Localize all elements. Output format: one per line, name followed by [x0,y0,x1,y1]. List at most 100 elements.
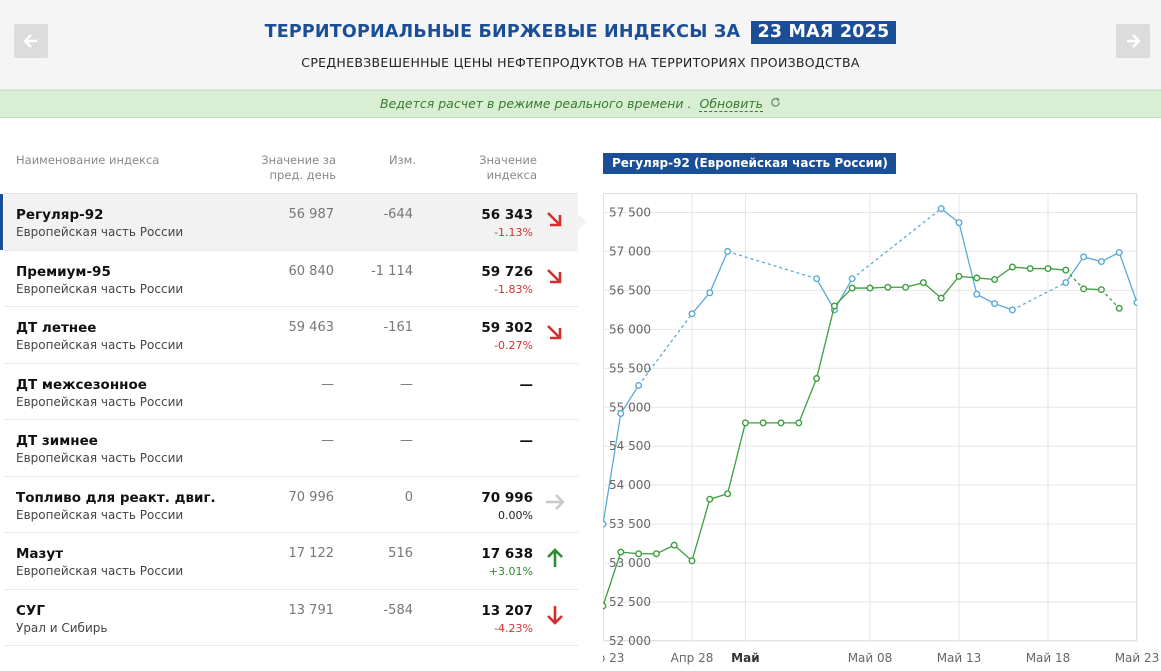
index-prev-value: 13 791 [288,602,335,618]
y-tick-label: 56 000 [609,322,651,336]
page-title: ТЕРРИТОРИАЛЬНЫЕ БИРЖЕВЫЕ ИНДЕКСЫ ЗА 23 М… [0,21,1161,44]
price-chart[interactable]: 52 000 52 500 53 000 53 500 54 000 54 500 55 0… [582,193,1161,671]
y-tick-label: 57 000 [609,244,651,258]
col-header-value: Значение индекса [479,153,537,182]
series-green-point [759,419,767,427]
index-change: -644 [383,207,413,222]
x-tick-label: Апр 23 [603,651,624,665]
refresh-icon[interactable] [770,96,781,111]
index-region: Европейская часть России [16,281,184,296]
series-blue-line-segment [709,251,729,293]
series-blue-point [991,300,999,308]
series-green-point [991,275,999,283]
index-change-percent: -1.83% [494,282,533,296]
index-value: — [519,433,534,449]
index-name: Топливо для реакт. двиг. [16,489,216,506]
index-name: Премиум-95 [16,263,111,280]
series-green-line-segment [673,544,693,562]
table-row[interactable]: ДТ межсезонное Европейская часть России — —… [4,364,578,420]
series-blue-point [1097,258,1105,266]
series-green-line-segment [726,422,747,494]
index-name: ДТ зимнее [16,433,98,449]
series-blue-line-segment [958,222,978,295]
index-change: -584 [383,602,413,618]
index-prev-value: 59 463 [288,320,335,335]
series-green-point [1044,265,1052,273]
page-header: ТЕРРИТОРИАЛЬНЫЕ БИРЖЕВЫЕ ИНДЕКСЫ ЗА 23 М… [0,0,1161,90]
y-tick-label: 55 000 [609,400,651,414]
table-row[interactable]: СУГ Урал и Сибирь 13 791 -584 13 207 -4.23% [4,590,578,646]
refresh-link[interactable]: Обновить [699,96,763,112]
index-change-percent: 0.00% [498,508,533,522]
chart-title: Регуляр-92 (Европейская часть России) [603,153,896,174]
series-green-point [1097,286,1105,294]
indices-table: Наименование индекса Значение за пред. д… [0,141,586,646]
index-prev-value: 17 122 [288,546,335,561]
table-row[interactable]: Топливо для реакт. двиг. Европейская част… [4,477,578,533]
x-tick-label: Май 13 [937,651,982,665]
series-green-point [741,419,749,427]
series-green-line-segment [1100,289,1120,309]
table-row[interactable]: Премиум-95 Европейская часть России 60 840… [4,251,578,307]
index-region: Европейская часть России [16,451,184,465]
series-green-point [688,557,696,565]
series-green-point [902,283,910,291]
index-change-percent: -4.23% [494,621,533,635]
status-text: Ведется расчет в режиме реального времен… [380,96,692,111]
y-tick-label: 54 000 [609,478,651,492]
y-tick-label: 56 500 [609,283,651,297]
table-row[interactable]: ДТ зимнее Европейская часть России — — — [4,420,578,477]
index-value: 17 638 [481,546,533,562]
series-blue-point [1062,279,1070,287]
price-chart-svg: 52 000 52 500 53 000 53 500 54 000 54 500 55 0… [582,193,1159,665]
index-prev-value: 56 987 [288,207,335,222]
index-value: 70 996 [481,489,533,506]
series-blue-line-segment [638,313,693,386]
arrow-right-icon [1127,34,1141,48]
col-header-change: Изм. [388,153,416,167]
index-change: — [400,433,413,448]
series-green-point [919,279,927,287]
series-blue-point [813,275,821,283]
series-green-point [617,548,625,556]
series-green-point [1115,304,1123,312]
index-prev-value: 70 996 [288,489,335,505]
y-tick-label: 57 500 [609,205,651,219]
index-change: 516 [388,546,413,561]
title-date-badge: 23 МАЯ 2025 [750,21,897,44]
x-tick-label: Апр 28 [671,651,714,665]
x-tick-label: Май 18 [1026,651,1071,665]
series-green-point [1062,266,1070,274]
next-date-button[interactable] [1116,24,1150,58]
y-tick-label: 53 500 [609,517,651,531]
index-region: Европейская часть России [16,564,184,578]
series-blue-line-segment [691,292,711,315]
col-header-name: Наименование индекса [16,153,160,167]
series-blue-point [688,310,696,318]
table-row[interactable]: Регуляр-92 Европейская часть России 56 987… [0,194,586,251]
prev-date-button[interactable] [14,24,48,58]
page-title-text: ТЕРРИТОРИАЛЬНЫЕ БИРЖЕВЫЕ ИНДЕКСЫ ЗА [264,22,741,42]
series-green-point [635,550,643,558]
series-green-line-segment [940,275,960,299]
index-value: 59 302 [481,320,533,336]
table-row[interactable]: Мазут Европейская часть России 17 122 516 17… [4,533,578,590]
col-header-prev: Значение за пред. день [261,153,336,182]
index-region: Европейская часть России [16,394,184,409]
arrow-down-icon [544,604,566,626]
series-green-point [955,272,963,280]
series-green-point [724,490,732,498]
series-blue-line-segment [620,385,640,414]
series-green-line-segment [815,305,836,379]
table-row[interactable]: ДТ летнее Европейская часть России 59 463 -… [4,307,578,364]
index-prev-value: — [321,433,334,448]
arrow-down-right-icon [544,321,566,343]
index-name: Регуляр-92 [16,207,104,223]
series-blue-point [603,520,607,528]
index-value: 59 726 [481,263,533,280]
arrow-right-icon [544,491,566,513]
page-subtitle: СРЕДНЕВЗВЕШЕННЫЕ ЦЕНЫ НЕФТЕПРОДУКТОВ НА … [301,55,860,70]
series-green-point [1026,265,1034,273]
index-name: Мазут [16,546,64,562]
index-change-percent: -1.13% [494,226,533,239]
